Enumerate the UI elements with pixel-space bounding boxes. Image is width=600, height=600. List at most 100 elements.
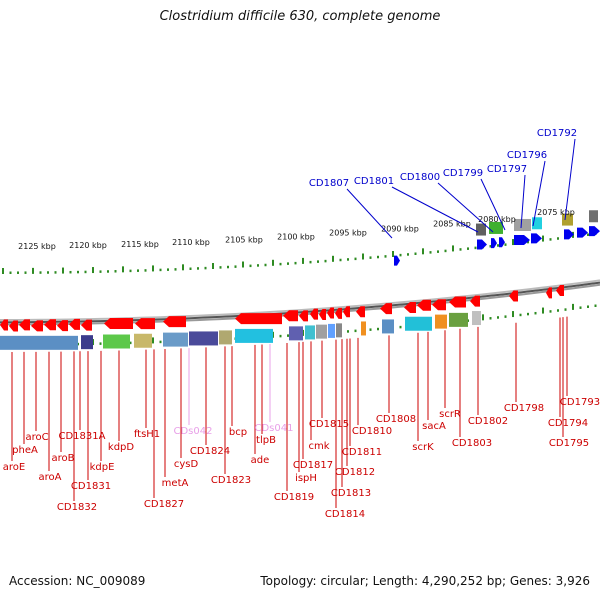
minus-gene-arrow [335,307,342,319]
gene-label-cd1812: CD1812 [335,467,375,478]
minus-gene-arrow [380,303,392,315]
plus-gene-arrow [394,255,400,266]
gene-label-cd1798: CD1798 [504,403,544,414]
minus-gene-arrow [31,320,43,332]
cog-box [103,334,130,349]
plus-gene-arrow [477,239,487,250]
cog-box [361,321,366,336]
gene-label-cd1797: CD1797 [487,164,527,175]
minus-gene-arrow [404,302,416,314]
scale-label: 2110 kbp [172,238,210,247]
gene-label-cd1807: CD1807 [309,178,349,189]
callout-line [346,188,393,239]
topology-text: Topology: circular; Length: 4,290,252 bp… [260,574,590,588]
gene-label-tlpb: tlpB [256,435,276,446]
gene-label-meta: metA [162,478,189,489]
minus-gene-arrow [81,319,92,331]
callout-line [437,182,494,233]
gene-label-cd1800: CD1800 [400,172,440,183]
cog-box [382,319,394,334]
cog-box [163,332,188,347]
minus-gene-arrow [470,295,480,307]
plus-gene-arrow [531,233,542,244]
scale-label: 2090 kbp [381,224,419,233]
minus-gene-arrow [235,313,282,325]
gene-label-cd1814: CD1814 [325,509,365,520]
gene-label-cd1811: CD1811 [342,447,382,458]
plus-gene-arrow [499,237,505,248]
minus-gene-arrow [44,319,56,331]
gene-label-aroe: aroE [3,462,25,473]
gene-label-cd1796: CD1796 [507,150,547,161]
minus-gene-arrow [0,319,8,331]
cog-box [219,330,232,345]
cog-box [134,333,152,348]
minus-gene-arrow [546,287,552,299]
minus-gene-arrow [343,306,350,318]
scale-label: 2125 kbp [18,242,56,251]
gene-label-kdpe: kdpE [90,462,115,473]
minus-gene-arrow [509,290,518,302]
minus-gene-arrow [104,317,133,329]
cog-box [316,324,327,339]
gene-label-cd1794: CD1794 [548,418,588,429]
gene-label-cd1831a: CD1831A [59,431,106,442]
scale-label: 2085 kbp [433,220,471,229]
gene-label-cd1817: CD1817 [293,460,333,471]
callout-line [532,160,546,227]
minus-gene-arrow [432,299,446,311]
minus-gene-arrow [135,318,155,330]
map-title: Clostridium difficile 630, complete geno… [159,9,441,24]
scale-label: 2115 kbp [121,240,159,249]
minus-gene-arrow [449,296,466,308]
cog-box [472,311,481,326]
gene-label-cysd: cysD [174,459,199,470]
gene-label-cd1827: CD1827 [144,499,184,510]
cog-box [589,210,598,223]
minus-gene-arrow [299,310,308,322]
gene-label-cd1810: CD1810 [352,426,392,437]
cog-box [336,323,342,338]
callout-line [480,178,506,231]
gene-label-ade: ade [251,455,270,466]
scale-label: 2095 kbp [329,229,367,238]
gene-label-cd1831: CD1831 [71,481,111,492]
scale-label: 2120 kbp [69,241,107,250]
callout-line [391,186,479,233]
minus-gene-arrow [417,299,431,311]
cog-box [405,316,432,331]
minus-gene-arrow [356,306,365,318]
cog-box [449,312,468,327]
scale-label: 2075 kbp [537,208,575,217]
cog-box [476,223,486,236]
cog-box [532,217,542,230]
gene-label-scrr: scrR [439,409,461,420]
gene-label-arob: aroB [52,453,75,464]
cog-box [0,335,78,350]
gene-label-cd1795: CD1795 [549,438,589,449]
minus-gene-arrow [556,285,564,297]
gene-label-cd1801: CD1801 [354,176,394,187]
gene-label-aroa: aroA [39,472,62,483]
cog-box [328,323,335,338]
gene-label-cd1824: CD1824 [190,446,230,457]
backbone-line [0,283,600,326]
cog-box [235,328,273,343]
cog-box [289,326,303,341]
gene-label-cd1808: CD1808 [376,414,416,425]
gene-label-cd1799: CD1799 [443,168,483,179]
cog-box [81,335,93,350]
plus-gene-arrow [564,229,574,240]
gene-label-cd1793: CD1793 [560,397,600,408]
plus-gene-arrow [577,227,588,238]
minus-gene-arrow [9,320,18,332]
gene-label-cds042: CDs042 [174,426,213,437]
gene-label-saca: sacA [422,421,446,432]
gene-label-aroc: aroC [25,432,48,443]
scale-label: 2105 kbp [225,235,263,244]
gene-label-cd1832: CD1832 [57,502,97,513]
gene-features [0,210,600,350]
scale-labels: 2125 kbp 2120 kbp 2115 kbp 2110 kbp 2105 kbp… [18,208,575,251]
